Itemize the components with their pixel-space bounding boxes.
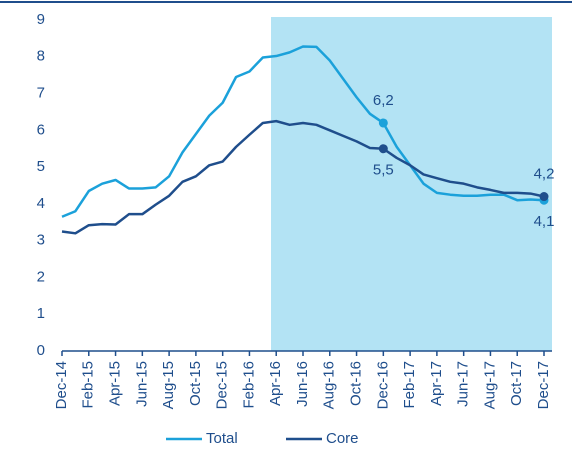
x-tick-label: Apr-17: [428, 361, 445, 406]
y-tick-label: 9: [37, 11, 45, 28]
point-marker: [378, 144, 388, 154]
series-line: [61, 45, 545, 218]
data-label: 6,2: [373, 92, 394, 109]
x-tick-label: Jun-17: [455, 361, 472, 407]
point-marker: [378, 118, 388, 128]
x-tick-label: Oct-16: [348, 361, 365, 406]
forecast-shade: [271, 17, 552, 351]
x-tick-label: Feb-16: [240, 361, 257, 409]
y-tick-label: 0: [37, 342, 45, 359]
x-tick-label: Dec-17: [535, 361, 552, 409]
x-tick-label: Dec-16: [374, 361, 391, 409]
y-tick-label: 6: [37, 121, 45, 138]
data-label: 5,5: [373, 162, 394, 179]
series-line: [61, 119, 545, 235]
x-tick-label: Apr-15: [107, 361, 124, 406]
y-tick-label: 5: [37, 158, 45, 175]
x-tick-label: Feb-17: [401, 361, 418, 409]
x-tick-label: Feb-15: [80, 361, 97, 409]
legend-label: Total: [206, 430, 238, 447]
data-label: 4,2: [534, 166, 555, 183]
x-tick-label: Aug-15: [160, 361, 177, 409]
y-tick-label: 4: [37, 195, 45, 212]
y-tick-label: 8: [37, 48, 45, 65]
x-tick-label: Aug-17: [481, 361, 498, 409]
x-tick-label: Aug-16: [321, 361, 338, 409]
y-tick-label: 3: [37, 232, 45, 249]
x-tick-label: Oct-15: [187, 361, 204, 406]
x-tick-label: Oct-17: [508, 361, 525, 406]
y-tick-label: 7: [37, 85, 45, 102]
y-tick-label: 1: [37, 305, 45, 322]
x-tick-label: Dec-14: [53, 361, 70, 409]
x-tick-label: Jun-16: [294, 361, 311, 407]
legend-label: Core: [326, 430, 359, 447]
y-tick-label: 2: [37, 268, 45, 285]
x-tick-label: Jun-15: [133, 361, 150, 407]
x-tick-label: Apr-16: [267, 361, 284, 406]
point-marker: [539, 192, 549, 202]
x-tick-label: Dec-15: [214, 361, 231, 409]
data-label: 4,1: [534, 213, 555, 230]
